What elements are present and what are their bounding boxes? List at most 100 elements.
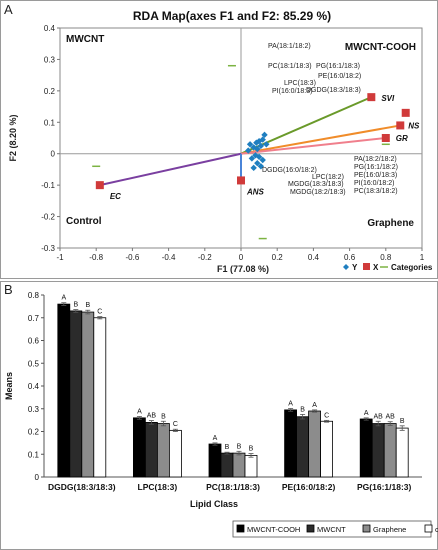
bar-mwcnt-cooh [57,303,71,478]
quadrant-label-bottom-left: Control [66,216,102,227]
y-tick-label: 0.3 [28,405,40,414]
legend-x-label: X [373,263,379,272]
significance-letter: A [288,401,293,408]
legend-label-graphene: Graphene [373,525,406,534]
category-label: PC(18:1/18:3) [206,482,260,492]
x-tick-label: 0.2 [272,253,284,262]
significance-letter: B [73,302,78,309]
y-tick-label: -0.3 [41,244,55,253]
bar-control [168,429,182,478]
x-tick-label: 1 [420,253,425,262]
annotation-mid: MGDG(18:3/18:3) [288,181,344,188]
y-point-diamond [261,131,268,139]
x-marker-ec [95,181,104,190]
x-tick-label: -0.8 [89,253,103,262]
annotation-right: PE(16:0/18:3) [354,172,397,179]
y-tick-label: 0 [51,150,56,159]
bar-graphene [232,452,246,478]
x-marker [401,108,410,117]
category-label: DGDG(18:3/18:3) [48,482,116,492]
significance-letter: B [400,418,405,425]
bar-control [395,427,409,478]
quadrant-label-top-left: MWCNT [66,34,104,45]
legend-swatch-graphene [362,524,371,533]
legend-y-marker [343,264,349,270]
significance-letter: AB [386,414,396,421]
bar-graphene [383,423,397,478]
significance-letter: B [161,413,166,420]
bar-graphene [308,410,322,478]
vector-label-gr: GR [396,134,408,143]
annotation-top: PI(16:0/18:3) [272,88,312,95]
category-label: PE(16:0/18:2) [282,482,336,492]
annotation-right: PG(16:1/18:2) [354,164,398,171]
significance-letter: B [237,443,242,450]
annotation-top: PC(18:1/18:3) [268,63,312,70]
vector-label-ns: NS [408,121,420,130]
x-tick-label: -0.2 [198,253,212,262]
legend-swatch-mwcnt [306,524,315,533]
bar-mwcnt-cooh [284,409,298,478]
y-axis-label: F2 (8.20 %) [8,114,18,161]
vector-line-ns [240,124,401,155]
legend-categories-label: Categories [391,263,433,272]
y-point-diamond [259,156,266,164]
panel-a-letter: A [4,2,13,17]
y-tick-label: 0.3 [44,55,56,64]
bar-mwcnt [371,423,385,478]
x-tick-label: 0.4 [308,253,320,262]
x-tick-label: 0.8 [380,253,392,262]
bar-mwcnt [69,310,83,478]
annotation-right: PI(16:0/18:2) [354,180,394,187]
significance-letter: B [225,444,230,451]
y-point-diamond [245,147,252,154]
bar-graphene [81,311,95,478]
y-tick-label: 0.7 [28,314,40,323]
vector-label-ec: EC [110,192,121,201]
x-tick-label: -0.4 [162,253,176,262]
legend-y-label: Y [352,263,358,272]
legend-swatch-mwcnt-cooh [236,524,245,533]
y-tick-label: 0.1 [44,118,56,127]
y-point-diamond [263,141,270,148]
significance-letter: A [364,410,369,417]
y-point-diamond [254,159,261,167]
significance-letter: B [249,446,254,453]
category-label: PG(16:1/18:3) [357,482,411,492]
significance-letter: AB [374,413,384,420]
x-marker-gr [381,134,390,142]
bar-mwcnt-cooh [132,417,146,478]
quadrant-label-bottom-right: Graphene [367,218,414,229]
x-marker-ns [396,121,405,130]
y-point-diamond [246,141,254,148]
x-tick-label: -1 [56,253,64,262]
bar-control [244,454,258,478]
x-axis-label: F1 (77.08 %) [217,264,269,274]
bar-mwcnt [144,421,158,478]
x-tick-label: 0 [239,253,244,262]
y-tick-label: -0.1 [41,181,55,190]
significance-letter: C [173,421,178,428]
y-tick-label: 0 [35,473,40,482]
y-tick-label: 0.2 [44,87,56,96]
bar-control [320,420,334,478]
annotation-mid: MGDG(18:2/18:3) [290,189,346,196]
bar-graphene [156,423,170,478]
y-point-diamond [257,163,265,170]
annotation-top: LPC(18:3) [284,80,316,87]
y-point-diamond [255,137,263,145]
annotation-right: PC(18:3/18:2) [354,188,398,195]
y-tick-label: 0.6 [28,337,40,346]
bar-mwcnt-cooh [208,443,222,478]
significance-letter: B [85,302,90,309]
significance-letter: AB [147,413,157,420]
x-marker-svi [367,93,376,102]
significance-letter: B [300,406,305,413]
y-point-diamond [250,164,257,172]
quadrant-label-top-right: MWCNT-COOH [345,42,416,53]
annotation-right: PA(18:2/18:2) [354,156,397,163]
annotation-top: PE(16:0/18:2) [318,73,361,80]
legend-label-mwcnt: MWCNT [317,525,346,534]
